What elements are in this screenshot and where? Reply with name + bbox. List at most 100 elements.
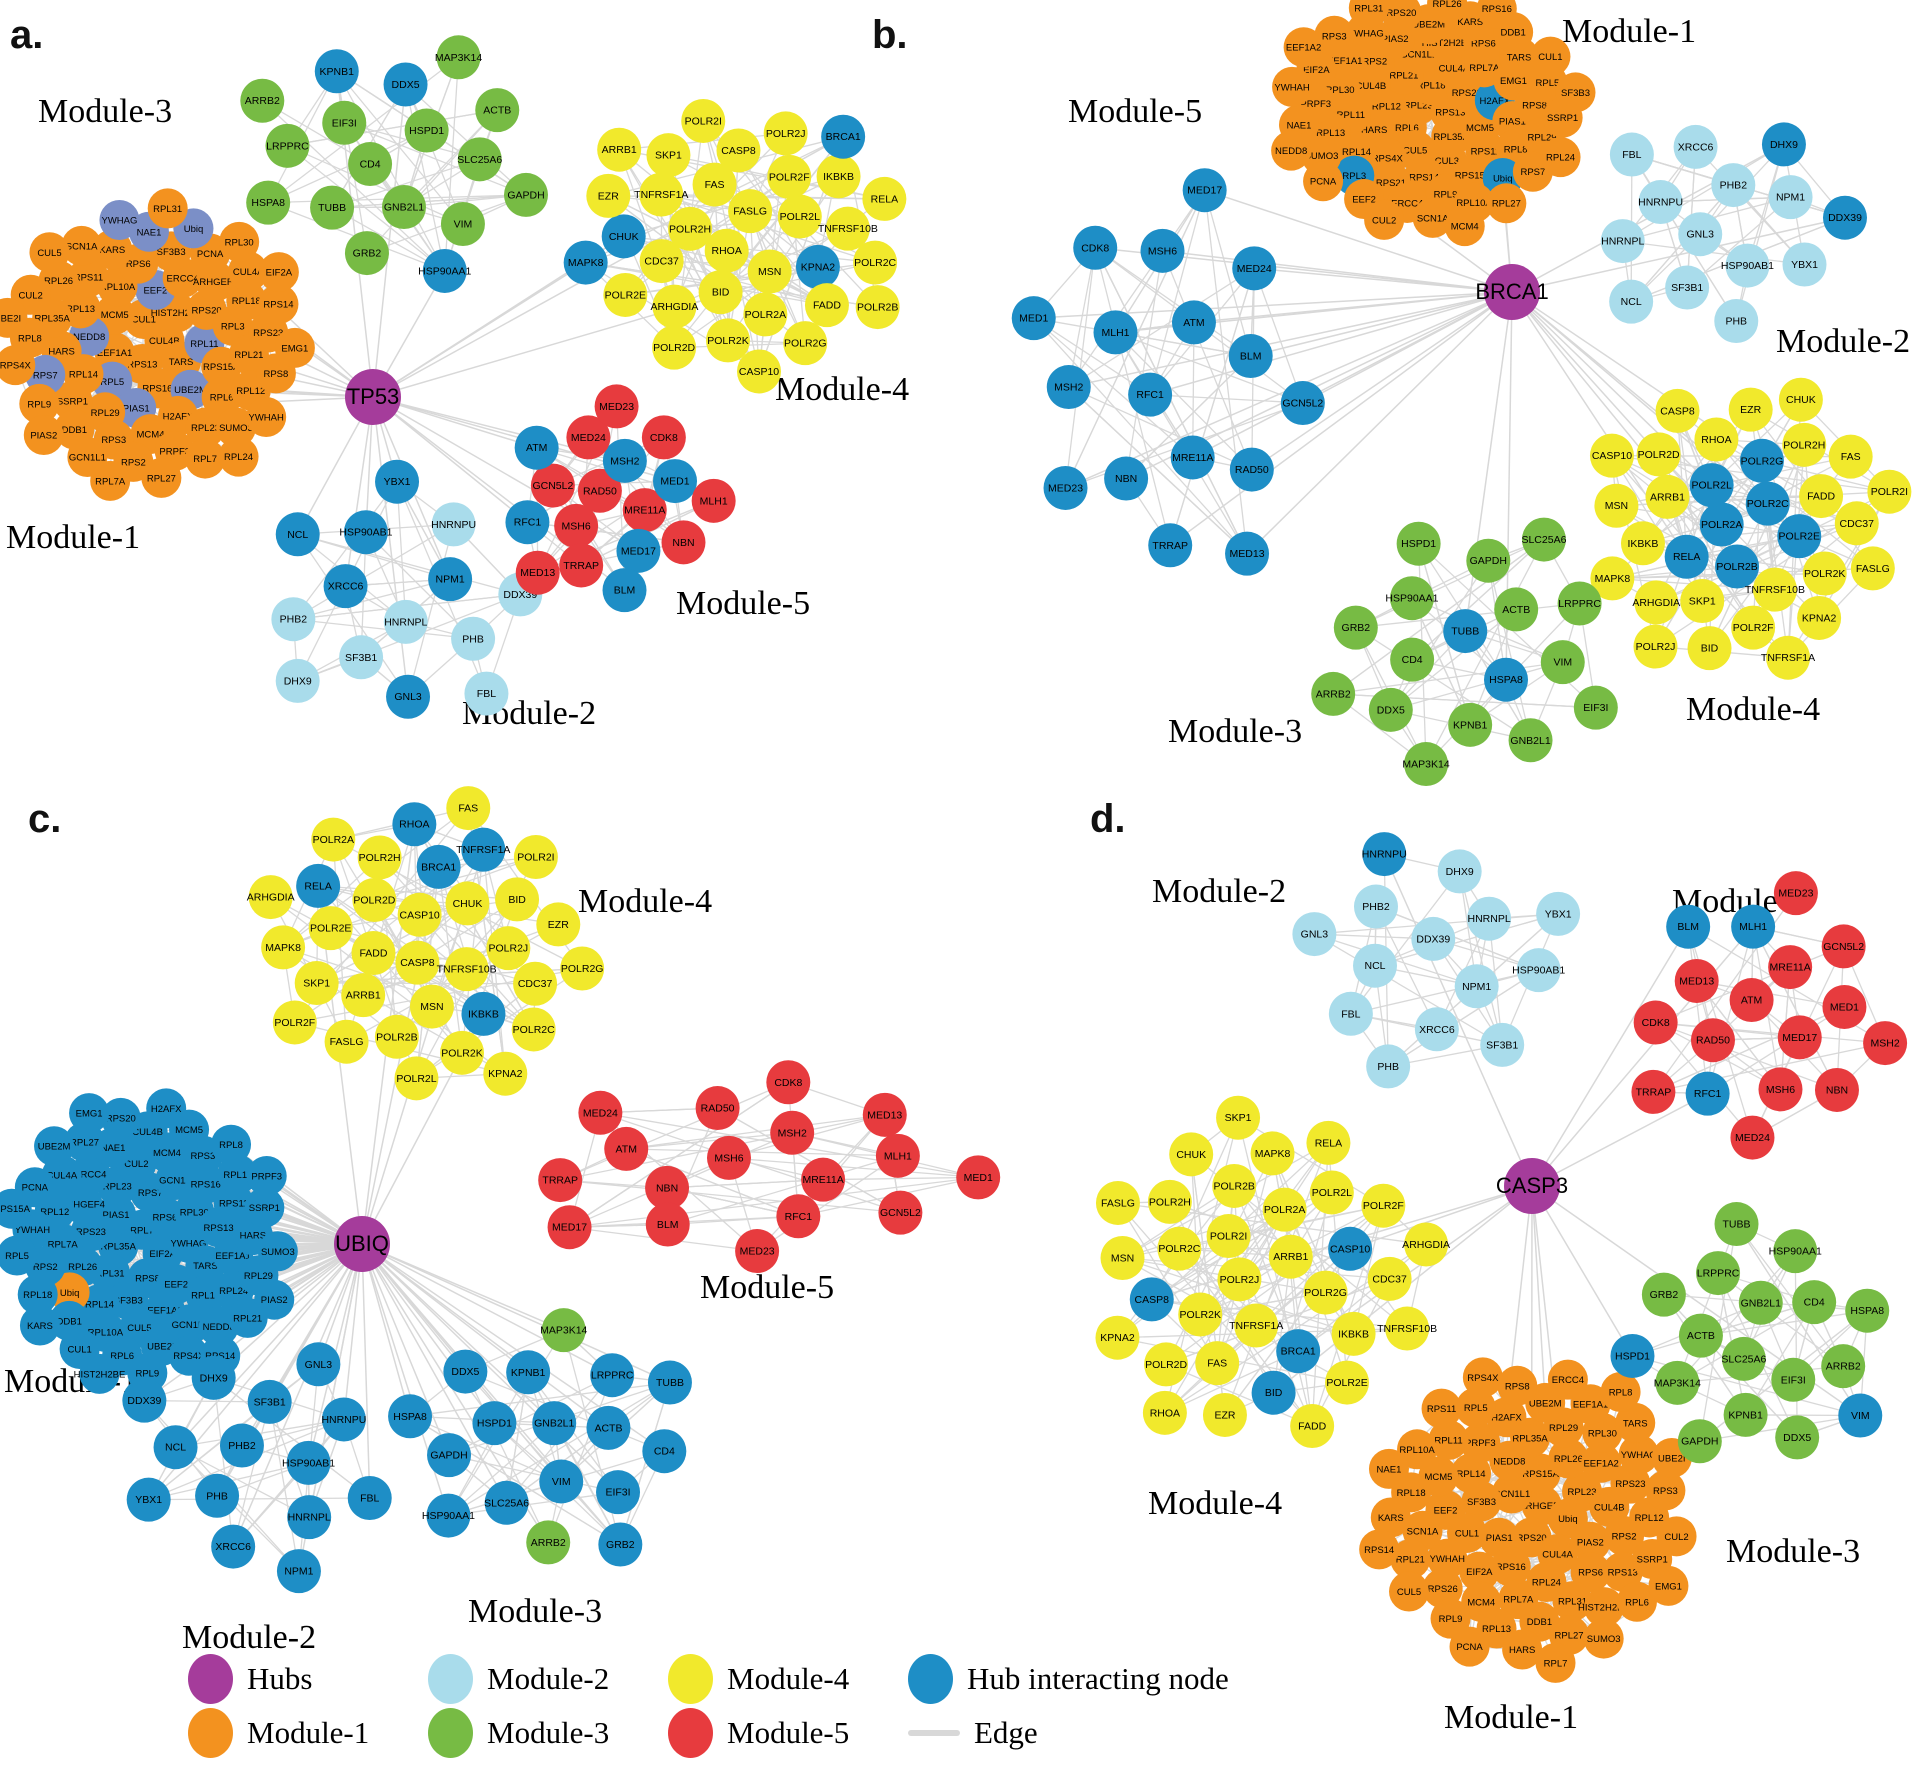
- node-a-EIF3I: EIF3I: [322, 100, 367, 145]
- node-b-DDX5: DDX5: [1368, 687, 1413, 732]
- node-c-NPM1: NPM1: [276, 1549, 321, 1594]
- node-b-GRB2: GRB2: [1333, 605, 1378, 650]
- legend-item-hub-interacting-node: Hub interacting node: [908, 1654, 1338, 1704]
- node-c-NCL: NCL: [153, 1425, 198, 1470]
- node-a-SF3B1: SF3B1: [339, 635, 384, 680]
- module-label-b-module-3: Module-3: [1168, 713, 1302, 750]
- node-a-ARRB1: ARRB1: [597, 127, 642, 172]
- node-d-NBN: NBN: [1814, 1067, 1859, 1112]
- module-label-a-module-5: Module-5: [676, 585, 810, 622]
- node-b-MED23: MED23: [1043, 465, 1088, 510]
- node-c-HNRNPU: HNRNPU: [321, 1397, 366, 1442]
- node-c-VIM: VIM: [539, 1459, 584, 1504]
- node-a-DHX9: DHX9: [275, 658, 320, 703]
- node-d-CDC37: CDC37: [1367, 1256, 1412, 1301]
- legend-item-module-3: Module-3: [428, 1708, 668, 1758]
- node-c-ATM: ATM: [604, 1126, 649, 1171]
- node-c-POLR2F: POLR2F: [272, 1000, 317, 1045]
- node-c-GNL3: GNL3: [296, 1342, 341, 1387]
- module-label-c-module-4: Module-4: [578, 883, 712, 920]
- legend-label: Module-2: [487, 1661, 610, 1696]
- node-c-BID: BID: [495, 877, 540, 922]
- node-d-EMG1: EMG1: [1648, 1565, 1689, 1606]
- node-c-POLR2K: POLR2K: [440, 1030, 485, 1075]
- node-b-CUL1: CUL1: [1530, 36, 1571, 77]
- node-a-XRCC6: XRCC6: [323, 564, 368, 609]
- node-a-SKP1: SKP1: [646, 133, 691, 178]
- hub-label: CASP3: [1496, 1173, 1568, 1198]
- node-d-HSP90AA1: HSP90AA1: [1769, 1229, 1822, 1274]
- node-b-CDC37: CDC37: [1834, 501, 1879, 546]
- node-b-YBX1: YBX1: [1782, 242, 1827, 287]
- node-d-SUMO3: SUMO3: [1583, 1618, 1624, 1659]
- node-c-MED23: MED23: [735, 1229, 780, 1274]
- node-c-ARRB1: ARRB1: [341, 973, 386, 1018]
- node-c-MSH2: MSH2: [770, 1110, 815, 1155]
- hub-node-TP53: TP53: [345, 369, 401, 425]
- node-c-POLR2I: POLR2I: [513, 834, 558, 879]
- hub-label: UBIQ: [335, 1231, 389, 1256]
- module-label-a-module-3: Module-3: [38, 93, 172, 130]
- node-c-SLC25A6: SLC25A6: [484, 1480, 529, 1525]
- node-b-MLH1: MLH1: [1093, 310, 1138, 355]
- node-d-IKBKB: IKBKB: [1331, 1311, 1376, 1356]
- node-c-HSP90AA1: HSP90AA1: [422, 1493, 475, 1538]
- node-b-RAD50: RAD50: [1229, 447, 1274, 492]
- node-c-KPNB1: KPNB1: [506, 1350, 551, 1395]
- node-a-PIAS2: PIAS2: [23, 414, 64, 455]
- node-d-ERCC4: ERCC4: [1547, 1359, 1588, 1400]
- node-d-MRE11A: MRE11A: [1768, 945, 1813, 990]
- node-a-RHOA: RHOA: [704, 228, 749, 273]
- node-c-GNB2L1: GNB2L1: [532, 1401, 577, 1446]
- node-c-MED17: MED17: [547, 1205, 592, 1250]
- node-b-NCL: NCL: [1609, 279, 1654, 324]
- node-d-SF3B1: SF3B1: [1480, 1022, 1525, 1067]
- node-a-FASLG: FASLG: [728, 189, 773, 234]
- node-d-POLR2H: POLR2H: [1147, 1179, 1192, 1224]
- node-c-GCN5L2: GCN5L2: [878, 1190, 923, 1235]
- node-a-POLR2B: POLR2B: [855, 285, 900, 330]
- node-c-ACTB: ACTB: [586, 1405, 631, 1450]
- node-a-RELA: RELA: [862, 176, 907, 221]
- node-c-IKBKB: IKBKB: [461, 991, 506, 1036]
- hub-edges-d: [1151, 853, 1861, 1538]
- node-b-POLR2I: POLR2I: [1867, 469, 1912, 514]
- node-b-MRE11A: MRE11A: [1170, 435, 1215, 480]
- node-d-FASLG: FASLG: [1095, 1180, 1140, 1225]
- node-d-EZR: EZR: [1202, 1392, 1247, 1437]
- node-a-GNB2L1: GNB2L1: [381, 185, 426, 230]
- node-a-CHUK: CHUK: [601, 214, 646, 259]
- node-b-HSPD1: HSPD1: [1396, 521, 1441, 566]
- node-b-EIF3I: EIF3I: [1573, 685, 1618, 730]
- node-c-KPNA2: KPNA2: [483, 1051, 528, 1096]
- node-c-POLR2L: POLR2L: [394, 1056, 439, 1101]
- node-a-HSPA8: HSPA8: [246, 180, 291, 225]
- node-a-GCN5L2: GCN5L2: [530, 463, 575, 508]
- panel-d: Module-2 Module-5Module-4Module-1Module-3…: [1090, 797, 1908, 1736]
- node-b-POLR2B: POLR2B: [1715, 544, 1760, 589]
- node-a-POLR2G: POLR2G: [783, 321, 828, 366]
- node-c-GAPDH: GAPDH: [427, 1433, 472, 1478]
- legend-item-module-5: Module-5: [668, 1708, 908, 1758]
- node-a-RFC1: RFC1: [505, 500, 550, 545]
- node-b-RPL27: RPL27: [1486, 183, 1527, 224]
- module-label-a-module-4: Module-4: [775, 371, 909, 408]
- node-d-POLR2G: POLR2G: [1303, 1270, 1348, 1315]
- legend-item-module-2: Module-2: [428, 1654, 668, 1704]
- node-a-MLH1: MLH1: [691, 478, 736, 523]
- node-c-ARHGDIA: ARHGDIA: [247, 875, 295, 920]
- node-d-RPS11: RPS11: [1421, 1388, 1462, 1429]
- node-d-MED17: MED17: [1777, 1015, 1822, 1060]
- node-b-POLR2F: POLR2F: [1731, 605, 1776, 650]
- node-c-HSPA8: HSPA8: [388, 1394, 433, 1439]
- node-d-POLR2B: POLR2B: [1212, 1163, 1257, 1208]
- node-c-FBL: FBL: [347, 1476, 392, 1521]
- node-a-MED17: MED17: [616, 528, 661, 573]
- node-d-VIM: VIM: [1838, 1393, 1883, 1438]
- node-a-KPNB1: KPNB1: [314, 49, 359, 94]
- legend-label: Module-5: [727, 1715, 850, 1750]
- module3-swatch: [428, 1708, 473, 1758]
- node-b-KPNB1: KPNB1: [1448, 702, 1493, 747]
- node-d-POLR2K: POLR2K: [1178, 1292, 1223, 1337]
